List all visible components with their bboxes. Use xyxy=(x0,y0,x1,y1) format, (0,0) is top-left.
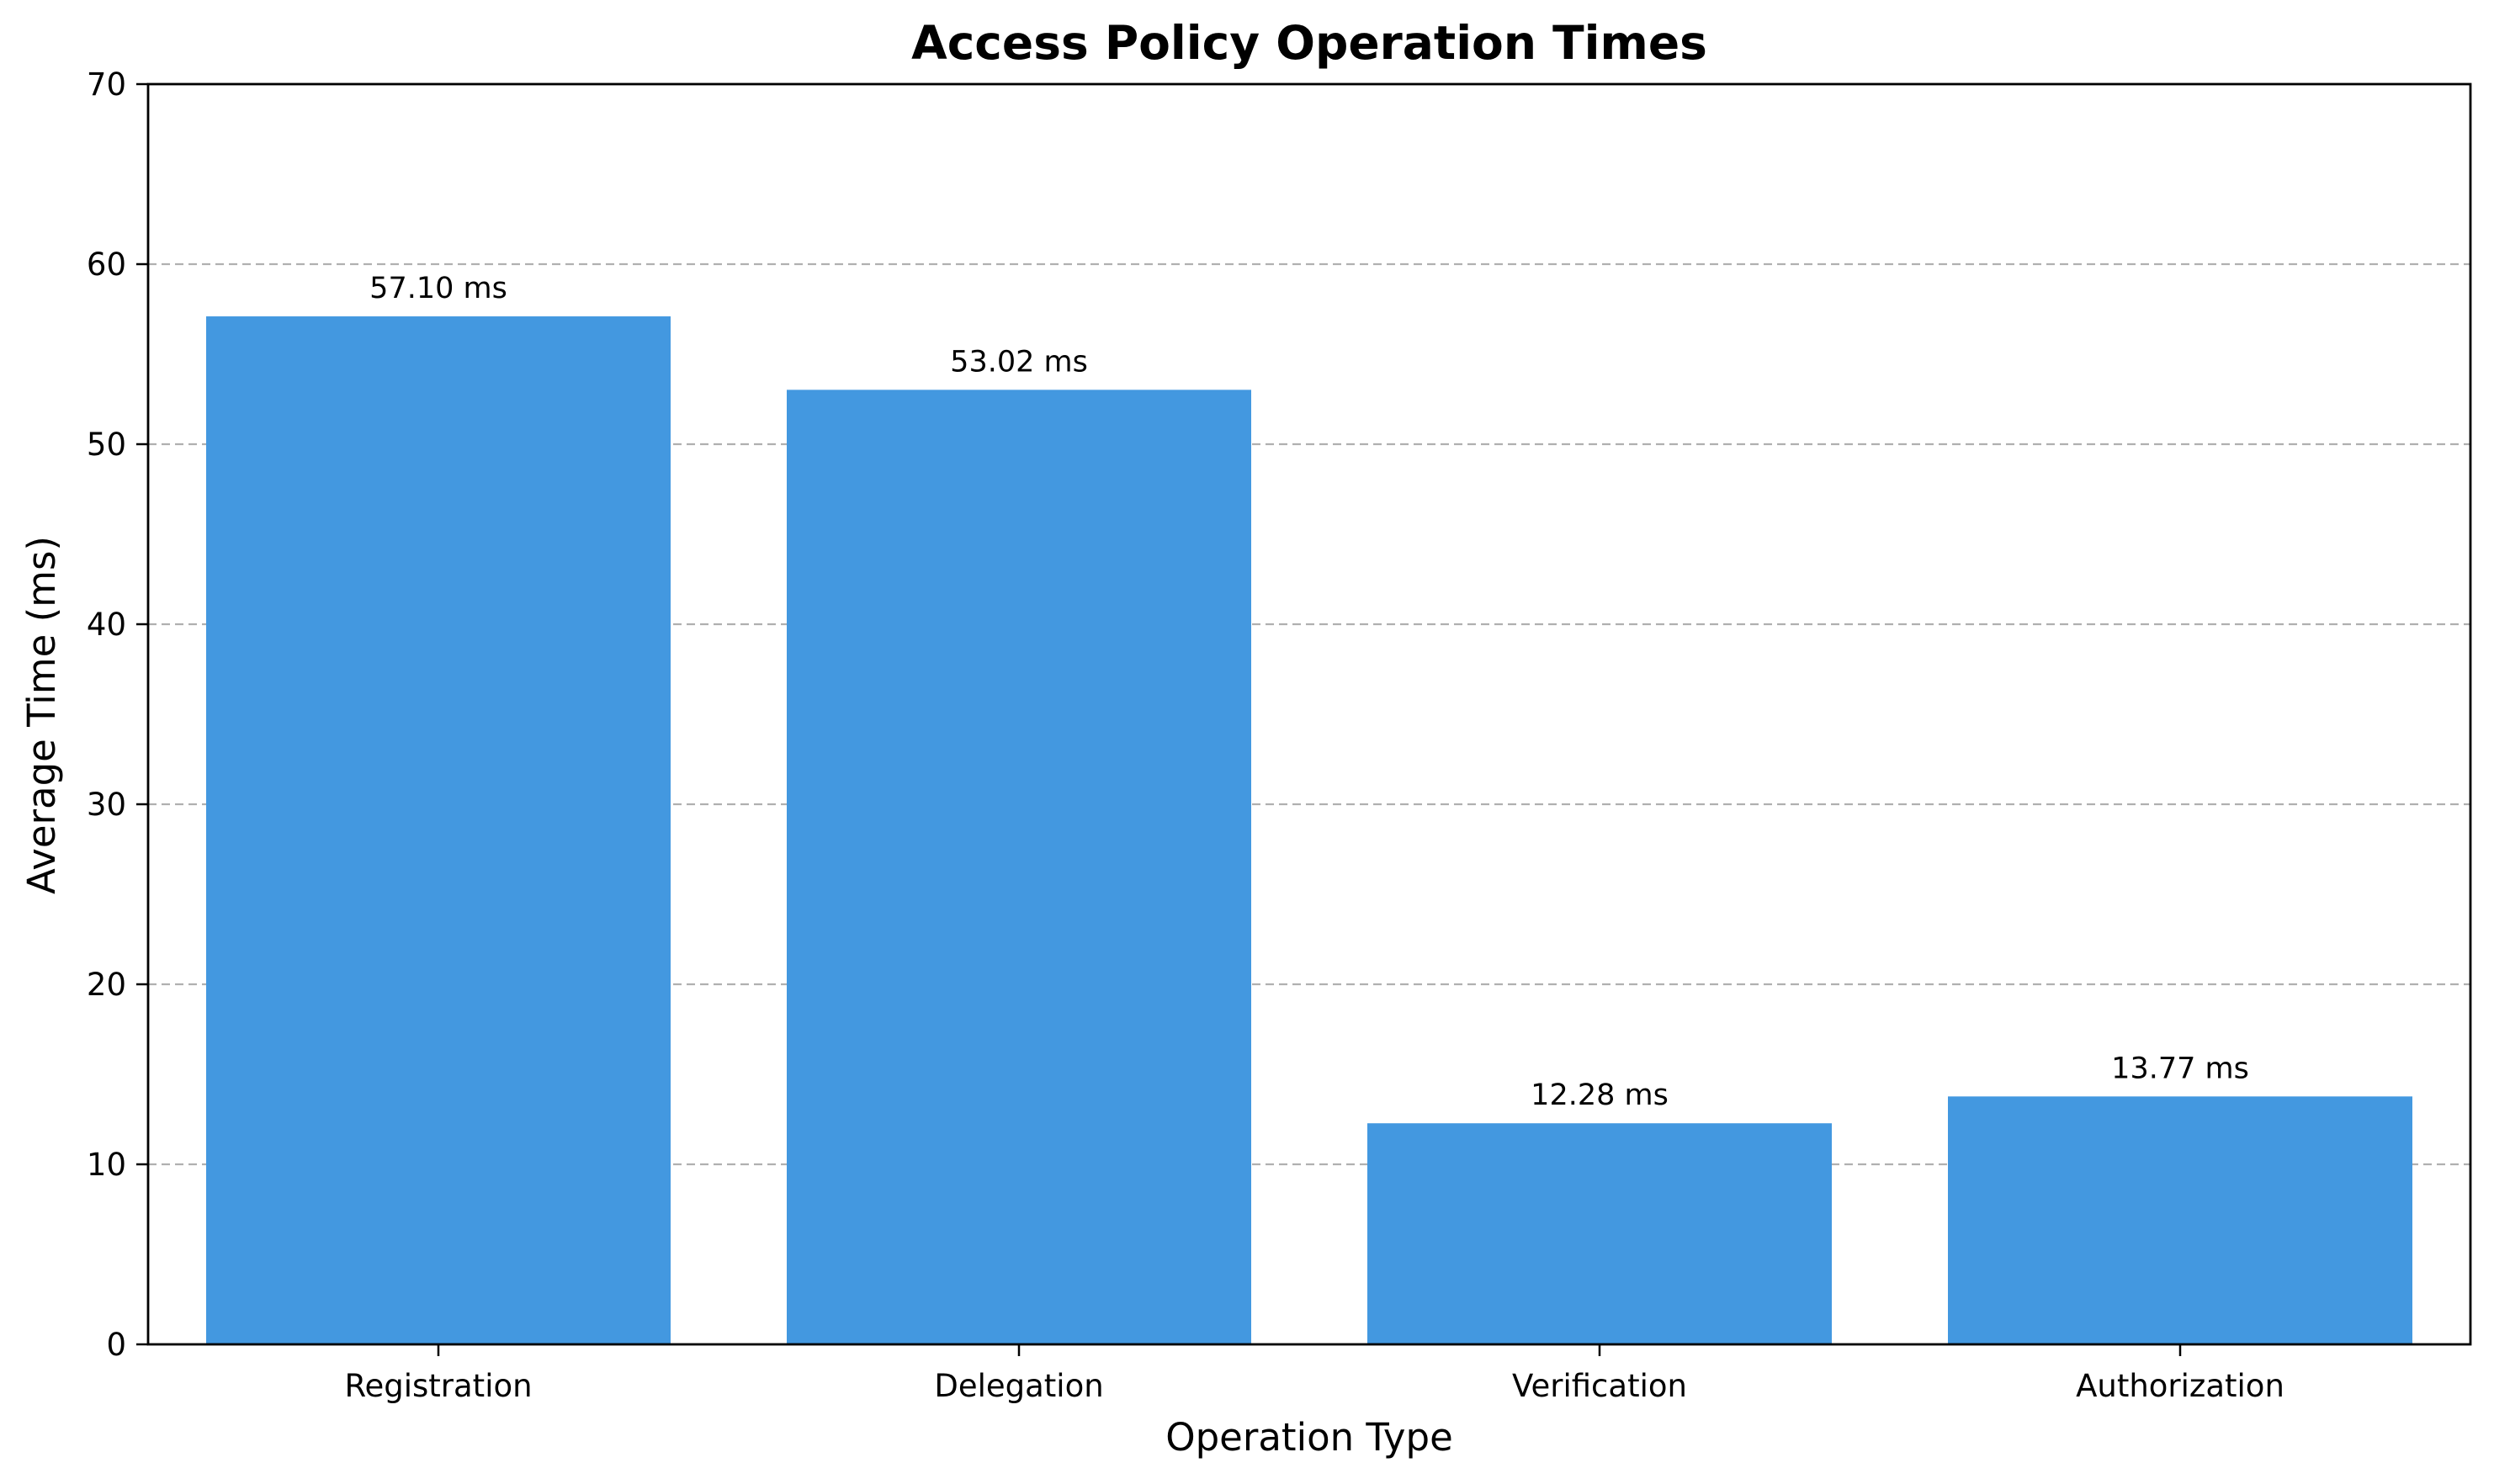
x-tick-label-verification: Verification xyxy=(1512,1368,1687,1404)
x-tick-label-registration: Registration xyxy=(344,1368,532,1404)
bar-authorization xyxy=(1948,1096,2412,1344)
axes: 0 10 20 30 40 50 60 70 Registration Delegation Ver… xyxy=(87,66,2472,1404)
y-axis-label: Average Time (ms) xyxy=(19,536,64,894)
y-tick-label-2: 20 xyxy=(87,967,126,1003)
y-tick-label-1: 10 xyxy=(87,1147,126,1183)
data-label-authorization: 13.77 ms xyxy=(2111,1052,2249,1085)
x-tick-label-authorization: Authorization xyxy=(2076,1368,2284,1404)
data-label-registration: 57.10 ms xyxy=(369,272,507,305)
y-tick-label-4: 40 xyxy=(87,607,126,643)
bars xyxy=(206,316,2412,1344)
bar-verification xyxy=(1367,1123,1832,1344)
data-label-delegation: 53.02 ms xyxy=(950,345,1088,379)
y-tick-label-5: 50 xyxy=(87,427,126,463)
data-label-verification: 12.28 ms xyxy=(1531,1079,1669,1112)
bar-registration xyxy=(206,316,671,1344)
y-tick-label-7: 70 xyxy=(87,66,126,103)
bar-delegation xyxy=(787,390,1251,1344)
x-axis-label: Operation Type xyxy=(1165,1415,1453,1460)
chart-title: Access Policy Operation Times xyxy=(911,16,1707,70)
x-tick-label-delegation: Delegation xyxy=(934,1368,1103,1404)
data-labels: 57.10 ms 53.02 ms 12.28 ms 13.77 ms xyxy=(369,272,2249,1112)
y-tick-label-6: 60 xyxy=(87,246,126,283)
gridlines xyxy=(148,262,2470,1166)
y-tick-label-3: 30 xyxy=(87,787,126,823)
y-tick-label-0: 0 xyxy=(106,1327,126,1363)
plot-frame xyxy=(146,82,2472,1346)
